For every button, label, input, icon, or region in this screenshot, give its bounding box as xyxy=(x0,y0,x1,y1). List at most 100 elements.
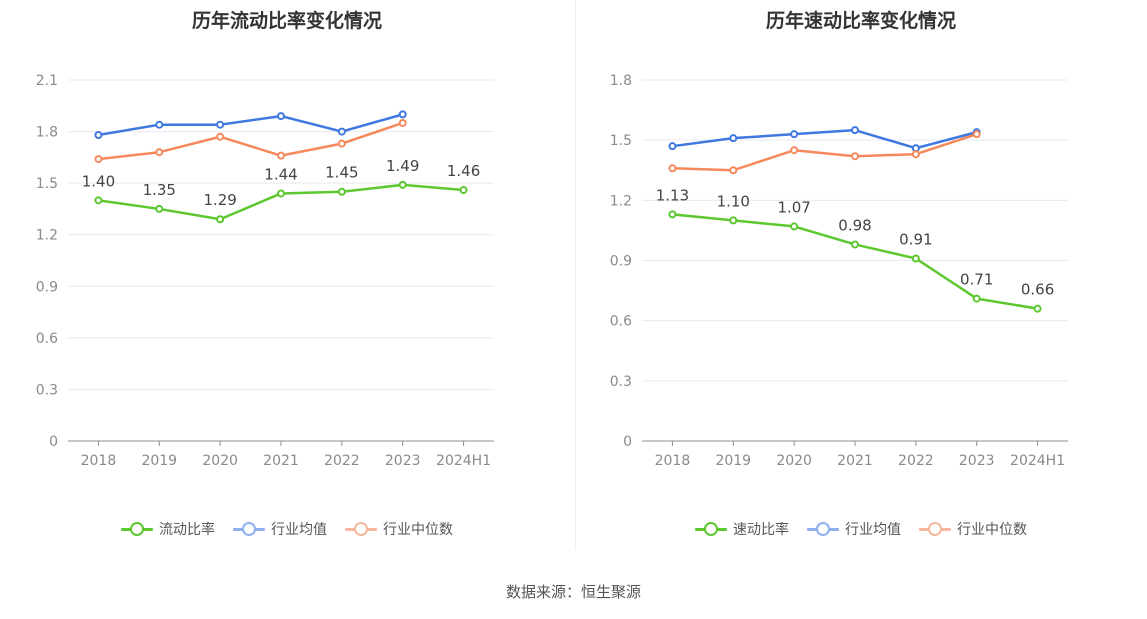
data-point xyxy=(729,134,738,143)
data-point xyxy=(851,152,859,161)
chart-title: 历年速动比率变化情况 xyxy=(765,10,956,32)
data-point xyxy=(729,166,738,175)
data-point xyxy=(277,112,285,121)
legend-label: 速动比率 xyxy=(733,522,789,538)
legend-label: 流动比率 xyxy=(159,522,215,538)
current-ratio-plot: 0 0.3 0.6 0.9 1.2 1.5 1.8 2.1 2018 2019 2020 2021 20… xyxy=(36,73,494,469)
legend-label: 行业中位数 xyxy=(957,522,1027,538)
data-point xyxy=(94,131,103,140)
data-point xyxy=(277,151,285,160)
data-point xyxy=(216,132,225,141)
data-label: 1.10 xyxy=(717,192,750,210)
chart-legend: 速动比率 行业均值 行业中位数 xyxy=(574,519,1147,539)
x-tick-label: 2019 xyxy=(715,453,751,469)
data-point xyxy=(851,126,859,135)
data-point xyxy=(398,110,407,119)
data-point xyxy=(94,196,103,205)
legend-swatch-blue xyxy=(233,522,265,536)
x-tick-label: 2023 xyxy=(385,453,421,469)
data-point xyxy=(337,127,346,136)
y-tick-label: 0.9 xyxy=(36,279,58,295)
data-point xyxy=(851,240,859,249)
y-tick-label: 1.5 xyxy=(610,133,632,149)
legend-item-current-ratio[interactable]: 流动比率 xyxy=(121,519,215,539)
data-point xyxy=(337,139,346,148)
x-tick-label: 2018 xyxy=(655,453,691,469)
x-tick-label: 2022 xyxy=(898,453,934,469)
data-point xyxy=(972,294,981,303)
series-line xyxy=(672,132,978,172)
legend-label: 行业均值 xyxy=(845,522,901,538)
y-tick-label: 0.9 xyxy=(610,254,632,270)
data-point xyxy=(668,142,677,151)
y-tick-label: 1.8 xyxy=(610,73,632,89)
legend-item-industry-median[interactable]: 行业中位数 xyxy=(919,519,1027,539)
legend-item-quick-ratio[interactable]: 速动比率 xyxy=(695,519,789,539)
current-ratio-chart: 历年流动比率变化情况 0 0.3 0.6 0.9 1.2 1.5 1.8 2.1 2018 201… xyxy=(0,0,574,560)
x-tick-label: 2021 xyxy=(263,453,299,469)
data-label: 0.66 xyxy=(1021,281,1054,299)
y-tick-label: 0.6 xyxy=(610,314,632,330)
data-point xyxy=(729,216,738,225)
data-label: 1.40 xyxy=(82,172,115,190)
data-point xyxy=(155,148,164,157)
x-tick-label: 2023 xyxy=(959,453,995,469)
y-tick-label: 1.2 xyxy=(36,228,58,244)
series-line xyxy=(98,113,404,137)
data-label: 1.45 xyxy=(325,164,358,182)
y-tick-label: 1.5 xyxy=(36,176,58,192)
panel-divider xyxy=(575,0,576,550)
data-source-note: 数据来源：恒生聚源 xyxy=(505,583,641,601)
data-label: 0.98 xyxy=(838,216,871,234)
legend-label: 行业均值 xyxy=(271,522,327,538)
chart-title: 历年流动比率变化情况 xyxy=(191,10,382,32)
legend-swatch-green xyxy=(695,522,727,536)
data-label: 1.35 xyxy=(143,181,176,199)
y-tick-label: 1.8 xyxy=(36,125,58,141)
data-point xyxy=(790,222,799,231)
data-point xyxy=(1033,304,1042,313)
legend-label: 行业中位数 xyxy=(383,522,453,538)
data-label: 1.46 xyxy=(447,162,480,180)
data-point xyxy=(790,130,799,139)
y-tick-label: 0 xyxy=(623,434,632,450)
x-tick-label: 2024H1 xyxy=(1010,453,1065,469)
y-tick-label: 1.2 xyxy=(610,193,632,209)
data-label: 1.44 xyxy=(264,165,297,183)
x-tick-label: 2019 xyxy=(141,453,177,469)
data-point xyxy=(668,210,677,219)
legend-item-industry-mean[interactable]: 行业均值 xyxy=(233,519,327,539)
data-point xyxy=(216,215,225,224)
x-tick-label: 2020 xyxy=(202,453,238,469)
data-point xyxy=(155,204,164,213)
data-label: 1.13 xyxy=(656,186,689,204)
data-point xyxy=(337,187,346,196)
data-point xyxy=(398,180,407,189)
x-tick-label: 2024H1 xyxy=(436,453,491,469)
legend-item-industry-mean[interactable]: 行业均值 xyxy=(807,519,901,539)
data-point xyxy=(911,254,920,263)
y-tick-label: 0.6 xyxy=(36,331,58,347)
data-label: 1.07 xyxy=(777,198,810,216)
y-tick-label: 0.3 xyxy=(36,382,58,398)
series-line xyxy=(98,121,404,161)
data-label: 0.91 xyxy=(899,230,932,248)
quick-ratio-chart: 历年速动比率变化情况 0 0.3 0.6 0.9 1.2 1.5 1.8 2018 2019 20… xyxy=(574,0,1147,560)
legend-item-industry-median[interactable]: 行业中位数 xyxy=(345,519,453,539)
legend-swatch-green xyxy=(121,522,153,536)
y-tick-label: 0.3 xyxy=(610,374,632,390)
legend-swatch-orange xyxy=(919,522,951,536)
y-tick-label: 2.1 xyxy=(36,73,58,89)
data-point xyxy=(911,150,920,159)
x-tick-label: 2018 xyxy=(81,453,117,469)
legend-swatch-orange xyxy=(345,522,377,536)
data-point xyxy=(216,120,225,129)
x-tick-label: 2022 xyxy=(324,453,360,469)
x-tick-label: 2020 xyxy=(776,453,812,469)
x-tick-label: 2021 xyxy=(837,453,873,469)
series-line xyxy=(672,128,978,150)
data-point xyxy=(668,164,677,173)
data-label: 0.71 xyxy=(960,271,993,289)
data-label: 1.29 xyxy=(203,191,236,209)
data-point xyxy=(155,120,164,129)
